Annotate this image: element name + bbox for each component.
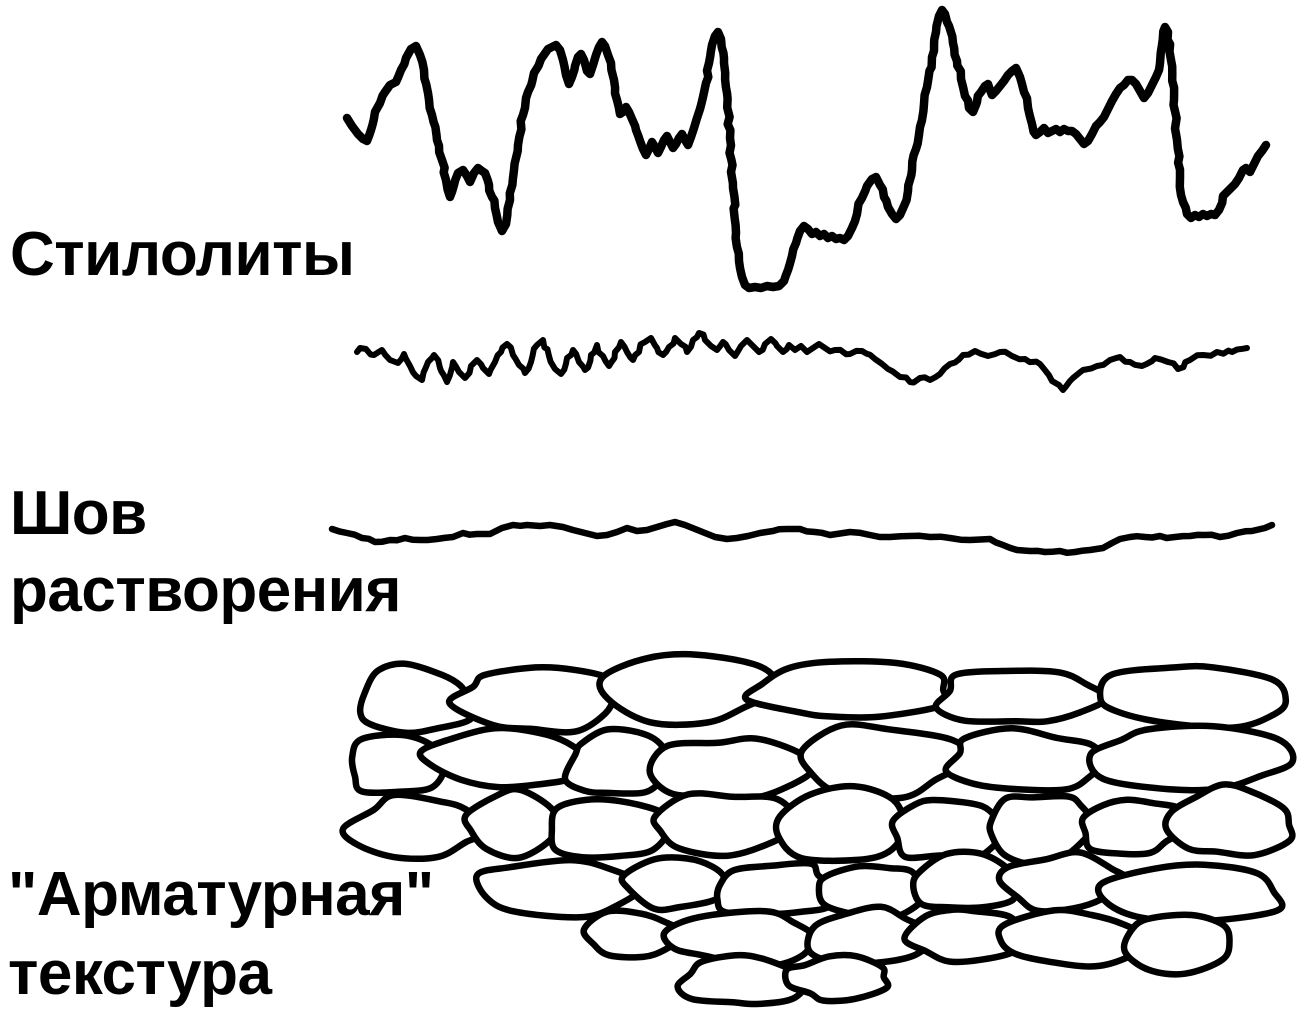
- cobble-grain: [561, 725, 676, 797]
- cobble-grain: [995, 906, 1154, 970]
- label-solution-seam: Шов растворения: [10, 476, 401, 630]
- cobble-grain: [781, 951, 892, 1005]
- fitted-fabric-texture: [339, 650, 1297, 1008]
- cobble-grain: [713, 859, 838, 918]
- cobble-grain: [797, 721, 973, 802]
- label-fitted-texture: "Арматурная" текстура: [8, 856, 434, 1013]
- stylolite-curve-high-amplitude: [342, 5, 1271, 293]
- cobble-grain: [356, 660, 477, 737]
- cobble-grain: [942, 725, 1107, 794]
- cobble-grain: [580, 907, 689, 961]
- cobble-grain: [1094, 861, 1286, 925]
- cobble-grain: [1086, 722, 1297, 794]
- cobble-grain: [804, 903, 936, 967]
- label-line: Шов: [10, 479, 147, 548]
- cobble-grain: [416, 724, 593, 791]
- cobble-grain: [1120, 911, 1233, 978]
- cobble-grain: [618, 854, 729, 914]
- label-line: Стилолиты: [10, 220, 355, 289]
- cobble-grain: [995, 848, 1131, 915]
- cobble-grain: [772, 782, 908, 865]
- label-line: текстура: [8, 938, 272, 1008]
- cobble-grain: [932, 667, 1110, 726]
- cobble-grain: [339, 791, 492, 863]
- label-stylolites: Стилолиты: [10, 218, 355, 292]
- label-line: "Арматурная": [8, 860, 434, 929]
- cobble-grain: [1162, 781, 1296, 859]
- cobble-grain: [596, 650, 781, 729]
- cobble-grain: [674, 951, 813, 1008]
- label-line: растворения: [10, 555, 401, 625]
- cobble-grain: [650, 790, 803, 860]
- solution-seam-line: [328, 518, 1276, 557]
- cobble-grain: [909, 848, 1019, 912]
- cobble-grain: [741, 657, 952, 721]
- cobble-grain: [1078, 796, 1193, 858]
- cobble-grain: [461, 785, 562, 862]
- cobble-grain: [1096, 662, 1290, 732]
- stylolite-curve-low-amplitude: [354, 330, 1250, 393]
- cobble-grain: [646, 734, 818, 803]
- cobble-grain: [548, 795, 675, 861]
- cobble-grain: [901, 906, 1026, 966]
- cobble-grain: [446, 663, 618, 736]
